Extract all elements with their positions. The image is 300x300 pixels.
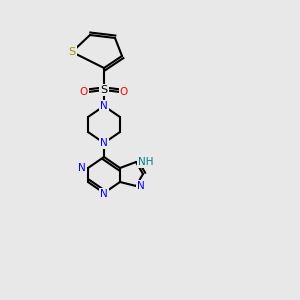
Text: S: S	[68, 47, 76, 57]
Text: N: N	[100, 189, 108, 199]
Text: N: N	[78, 163, 86, 173]
Text: N: N	[100, 101, 108, 111]
Text: N: N	[137, 181, 145, 191]
Text: NH: NH	[138, 157, 154, 167]
Text: N: N	[100, 138, 108, 148]
Text: O: O	[80, 87, 88, 97]
Text: O: O	[120, 87, 128, 97]
Text: S: S	[100, 85, 108, 95]
